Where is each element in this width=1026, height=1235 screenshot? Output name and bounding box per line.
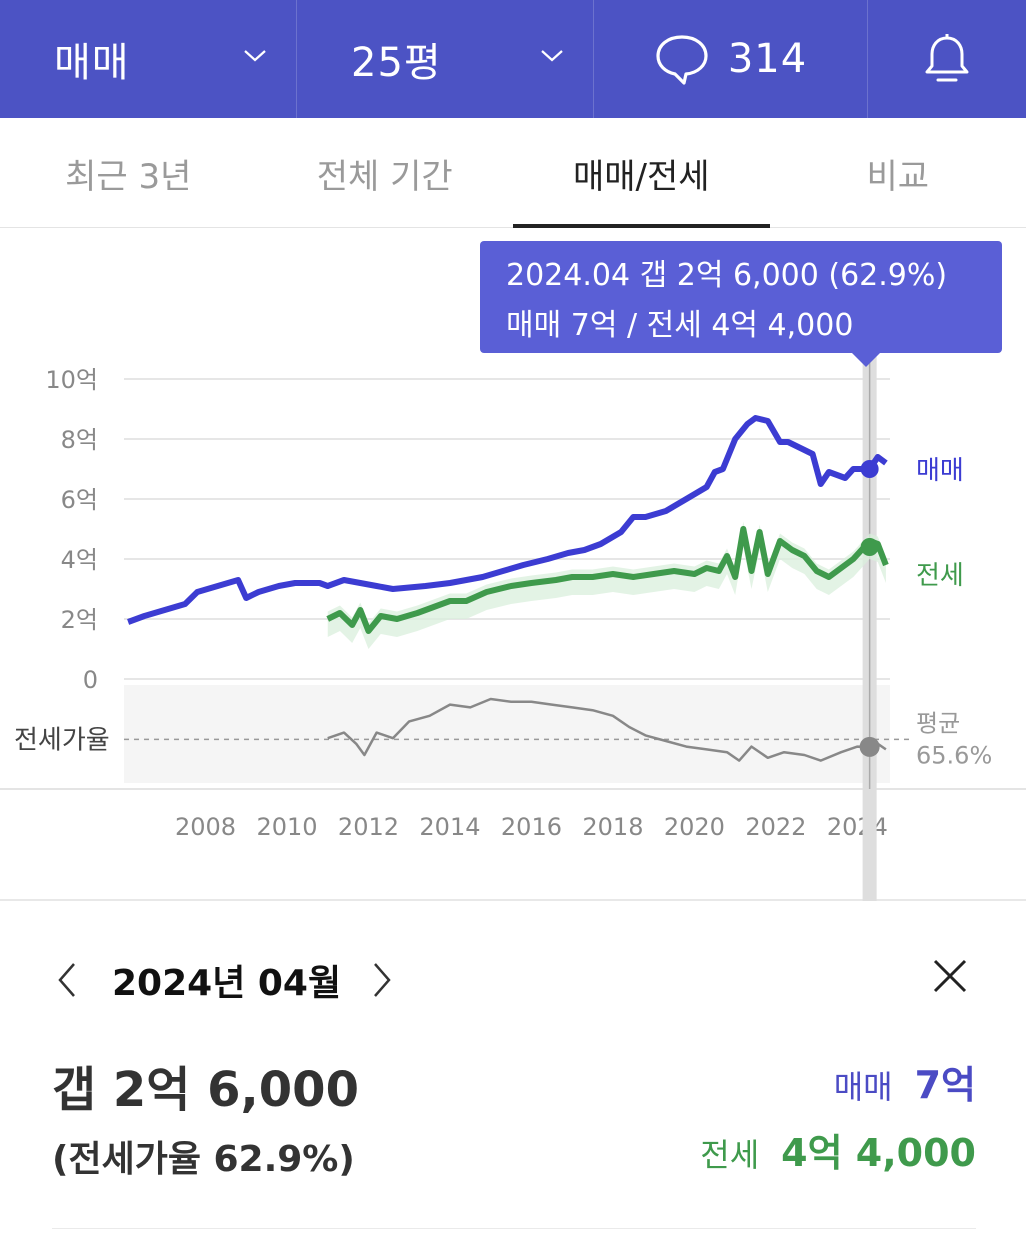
x-tick-label: 2008 — [175, 813, 236, 841]
size-dropdown[interactable]: 25평 — [297, 0, 594, 118]
sale-price-key: 매매 — [833, 1068, 893, 1106]
size-label: 25평 — [351, 40, 442, 86]
chevron-down-icon — [541, 50, 563, 62]
jeonse-ratio: (전세가율 62.9%) — [52, 1139, 355, 1180]
x-tick-label: 2020 — [664, 813, 725, 841]
x-tick-label: 2010 — [256, 813, 317, 841]
tab-label: 매매/전세 — [572, 156, 710, 197]
x-tick-label: 2024 — [827, 813, 888, 841]
tab-recent-3y[interactable]: 최근 3년 — [0, 118, 257, 228]
x-tick-label: 2014 — [419, 813, 480, 841]
comment-count: 314 — [727, 36, 808, 82]
y-tick-label: 8억 — [61, 426, 98, 454]
tab-label: 비교 — [866, 156, 930, 197]
jeonse-price-row: 전세 4억 4,000 — [700, 1122, 976, 1177]
jeonse-price-key: 전세 — [700, 1136, 760, 1174]
ratio-band-label: 전세가율 — [14, 725, 110, 755]
date-navigator: 2024년 04월 — [52, 952, 397, 1008]
alarm-button[interactable] — [868, 0, 1026, 118]
y-tick-label: 4억 — [61, 546, 98, 574]
chart-svg: 10억 8억 6억 4억 2억 0 2008 2010 2012 2014 2016 2018 202… — [0, 353, 1026, 901]
tab-compare[interactable]: 비교 — [770, 118, 1026, 228]
y-tick-label: 2억 — [61, 606, 98, 634]
x-tick-label: 2018 — [582, 813, 643, 841]
legend-sale: 매매 — [916, 456, 964, 486]
chart-tooltip: 2024.04 갭 2억 6,000 (62.9%) 매매 7억 / 전세 4억… — [480, 241, 1002, 367]
y-tick-label: 6억 — [61, 486, 98, 514]
chevron-left-icon[interactable] — [52, 958, 82, 1002]
sale-price-row: 매매 7억 — [834, 1054, 976, 1109]
highlight-point-sale — [860, 460, 879, 478]
price-chart[interactable]: 10억 8억 6억 4억 2억 0 2008 2010 2012 2014 2016 2018 202… — [0, 229, 1026, 901]
y-tick-label: 10억 — [45, 366, 98, 394]
tooltip-line-2: 매매 7억 / 전세 4억 4,000 — [506, 308, 854, 343]
series-line-jeonse — [326, 526, 889, 634]
selected-date: 2024년 04월 — [112, 963, 342, 1004]
tab-sale-jeonse[interactable]: 매매/전세 — [513, 118, 770, 228]
x-tick-label: 2022 — [745, 813, 806, 841]
x-tick-label: 2012 — [338, 813, 399, 841]
series-line-ratio — [327, 697, 887, 762]
tab-all-period[interactable]: 전체 기간 — [257, 118, 514, 228]
x-tick-label: 2016 — [501, 813, 562, 841]
tab-label: 최근 3년 — [65, 156, 192, 197]
top-bar: 매매 25평 314 — [0, 0, 1026, 118]
period-tabs: 최근 3년 전체 기간 매매/전세 비교 — [0, 118, 1026, 228]
highlight-point-ratio — [859, 736, 880, 757]
deal-type-label: 매매 — [54, 40, 130, 86]
chevron-right-icon[interactable] — [367, 958, 397, 1002]
close-icon[interactable] — [932, 958, 968, 994]
legend-jeonse: 전세 — [916, 561, 964, 591]
y-tick-label: 0 — [83, 666, 98, 694]
tooltip-line-1: 2024.04 갭 2억 6,000 (62.9%) — [506, 258, 948, 293]
jeonse-price-value: 4억 4,000 — [781, 1131, 976, 1175]
ratio-average-value: 65.6% — [916, 741, 992, 769]
deal-type-dropdown[interactable]: 매매 — [0, 0, 297, 118]
ratio-band — [124, 685, 890, 783]
sale-price-value: 7억 — [914, 1063, 976, 1107]
comment-bubble-icon — [656, 35, 708, 85]
highlight-point-jeonse — [860, 538, 879, 556]
series-line-sale — [127, 415, 888, 625]
tab-label: 전체 기간 — [316, 156, 453, 197]
ratio-average-label: 평균 — [916, 709, 960, 737]
detail-panel: 2024년 04월 갭 2억 6,000 (전세가율 62.9%) 매매 7억 … — [0, 902, 1026, 1235]
comments-button[interactable]: 314 — [594, 0, 868, 118]
gap-amount: 갭 2억 6,000 — [52, 1062, 359, 1118]
divider — [52, 1228, 976, 1229]
chevron-down-icon — [244, 50, 266, 62]
bell-icon — [925, 34, 969, 82]
